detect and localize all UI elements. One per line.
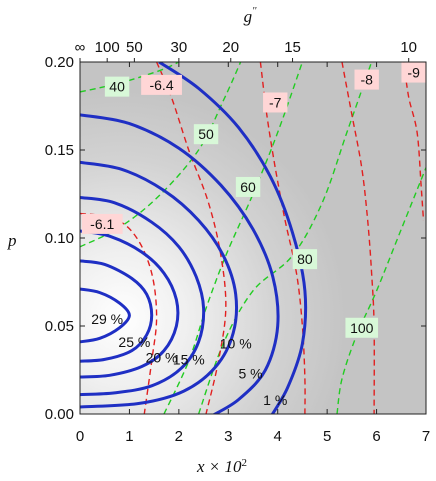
blue-contour-5 xyxy=(80,113,280,414)
contour-labels: -6.1 -6.4 -7 -8 -9 40 50 60 80 100 29 % 25 %20 %15 … xyxy=(81,62,426,408)
green-contour-label-3-box xyxy=(292,249,318,270)
top-tick-label: 15 xyxy=(284,39,301,56)
red-contour-label-4-box xyxy=(401,62,426,83)
y-tick-label: 0.20 xyxy=(45,54,74,71)
plot-background xyxy=(80,62,426,414)
top-tick-label: 10 xyxy=(400,39,417,56)
green-contour-4 xyxy=(336,167,426,414)
y-axis-label: p xyxy=(7,231,17,250)
blue-contour-2 xyxy=(80,229,180,379)
x-axis-label-exponent: 2 xyxy=(242,457,248,469)
blue-contour-label-2: 20 % xyxy=(146,350,178,366)
y-tick-label: 0.00 xyxy=(45,406,74,423)
x-tick-label: 6 xyxy=(372,428,380,445)
x-tick-label: 4 xyxy=(274,428,282,445)
blue-contour-label-4: 10 % xyxy=(220,336,252,352)
blue-contour-label-1: 25 % xyxy=(118,334,150,350)
top-tick-label: 20 xyxy=(222,39,239,56)
green-contour-label-0-box xyxy=(104,76,130,97)
x-axis-label: x × 102 xyxy=(196,457,247,476)
y-tick-label: 0.15 xyxy=(45,142,74,159)
x-tick-label: 1 xyxy=(125,428,133,445)
red-contour-label-1-box xyxy=(141,74,182,95)
blue-contour-6 xyxy=(158,62,308,414)
red-contour-label-0: -6.1 xyxy=(90,216,114,232)
green-contour-label-4: 100 xyxy=(350,320,374,336)
top-tick-label: ∞ xyxy=(75,39,86,56)
axes: 0 1 2 3 4 5 6 7 0.00 0.05 0.10 0.15 0.20∞ 100 50 30 20 15… xyxy=(45,39,430,445)
blue-contour-label-0: 29 % xyxy=(91,311,123,327)
green-contour-1 xyxy=(80,62,242,248)
red-contour-label-1: -6.4 xyxy=(149,77,173,93)
blue-contour-1 xyxy=(80,259,154,363)
blue-contour-label-3: 15 % xyxy=(173,351,205,367)
top-tick-label: 50 xyxy=(126,39,143,56)
top-tick-label: 100 xyxy=(95,39,120,56)
y-tick-label: 0.05 xyxy=(45,318,74,335)
y-tick-label: 0.10 xyxy=(45,230,74,247)
x-tick-label: 7 xyxy=(422,428,430,445)
red-contour-label-3: -8 xyxy=(360,72,373,88)
green-contour-2 xyxy=(163,62,304,414)
blue-contour-4 xyxy=(80,160,238,409)
red-contour-label-0-box xyxy=(81,213,123,234)
top-axis-label-superscript: '' xyxy=(252,6,257,17)
red-contour-label-2: -7 xyxy=(269,94,282,110)
green-contour-label-2-box xyxy=(235,176,261,197)
green-contour-3 xyxy=(197,62,373,414)
red-contour-label-4: -9 xyxy=(407,65,420,81)
blue-contour-0 xyxy=(80,287,131,344)
red-contour-label-3-box xyxy=(354,69,379,90)
green-contour-label-0: 40 xyxy=(109,79,125,95)
green-contour-label-1: 50 xyxy=(198,126,214,142)
contour-lines xyxy=(80,62,426,414)
red-contour-label-2-box xyxy=(263,92,288,113)
red-contour-1 xyxy=(155,62,227,414)
x-tick-label: 0 xyxy=(76,428,84,445)
green-contour-label-3: 80 xyxy=(297,251,313,267)
green-contour-label-2: 60 xyxy=(240,179,256,195)
top-axis-label: g'' xyxy=(244,6,258,26)
red-contour-4 xyxy=(403,62,425,221)
green-contour-label-1-box xyxy=(193,124,219,145)
green-contour-0 xyxy=(80,62,180,93)
blue-contour-label-6: 1 % xyxy=(263,392,287,408)
x-tick-label: 2 xyxy=(175,428,183,445)
blue-contour-label-5: 5 % xyxy=(238,366,262,382)
green-contour-label-4-box xyxy=(345,317,379,338)
blue-contour-3 xyxy=(80,196,206,397)
top-tick-label: 30 xyxy=(171,39,188,56)
x-tick-label: 3 xyxy=(224,428,232,445)
x-tick-label: 5 xyxy=(323,428,331,445)
